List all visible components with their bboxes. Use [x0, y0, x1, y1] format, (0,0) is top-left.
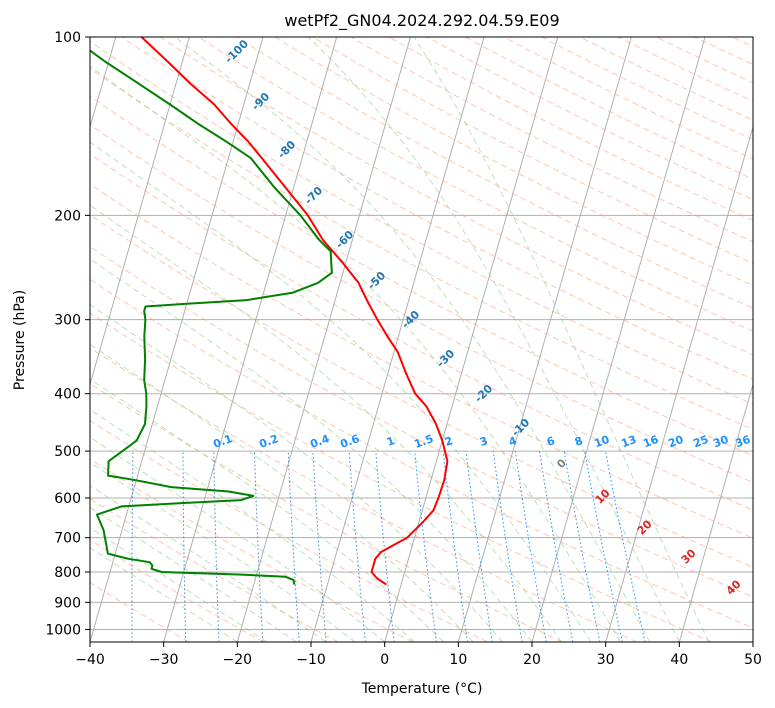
isotherm-line — [236, 37, 411, 642]
mixing-ratio-value-label: 20 — [666, 433, 685, 451]
mixing-ratio-value-label: 25 — [691, 433, 710, 450]
mixing-ratio-line — [442, 451, 468, 642]
y-tick-label: 400 — [54, 387, 81, 403]
dry-adiabat-line — [90, 246, 753, 598]
moist-adiabat-line — [90, 65, 621, 642]
mixing-ratio-value-label: 2 — [443, 434, 455, 449]
isotherm-line — [384, 37, 559, 642]
x-tick-label: −10 — [296, 652, 326, 668]
x-tick-label: 10 — [449, 652, 467, 668]
isotherm-line — [605, 125, 753, 642]
y-tick-label: 600 — [54, 491, 81, 507]
y-tick-label: 300 — [54, 313, 81, 329]
mixing-ratio-value-label: 1 — [385, 434, 397, 449]
axes: −40 −30 −20 −10 0 10 20 30 40 5010020030040050060… — [45, 30, 762, 668]
x-tick-label: 50 — [744, 652, 762, 668]
mixing-ratio-value-label: 36 — [733, 433, 752, 451]
dry-adiabat-line — [90, 278, 753, 629]
x-tick-label: −40 — [75, 652, 105, 668]
moist-adiabat-line — [90, 258, 533, 642]
mixing-ratio-line — [584, 451, 623, 642]
chart-title: wetPf2_GN04.2024.292.04.59.E09 — [284, 11, 559, 31]
y-axis-label: Pressure (hPa) — [12, 290, 28, 390]
x-tick-label: 20 — [523, 652, 541, 668]
dry-adiabat-line — [236, 37, 753, 309]
mixing-ratio-value-label: 13 — [619, 433, 638, 450]
moist-adiabat-line — [90, 485, 326, 642]
isotherm-line — [90, 37, 264, 642]
mixing-ratio-line — [465, 451, 493, 642]
moist-adiabat-line — [90, 343, 474, 642]
y-tick-label: 200 — [54, 208, 81, 224]
mixing-ratio-line — [348, 451, 366, 642]
dry-adiabat-line — [90, 40, 753, 405]
dry-adiabat-line — [90, 214, 753, 568]
dry-adiabat-line — [90, 420, 488, 642]
moist-adiabat-line — [307, 37, 680, 642]
isotherm-line — [678, 382, 753, 642]
plot-frame — [89, 36, 754, 643]
mixing-ratio-line — [563, 451, 601, 642]
x-tick-label: 30 — [597, 652, 615, 668]
dewpoint-profile-line — [90, 49, 333, 585]
moist-adiabat-line — [90, 527, 268, 642]
mixing-ratio-value-label: 16 — [641, 433, 660, 451]
y-tick-label: 900 — [54, 595, 81, 611]
x-axis-label: Temperature (°C) — [361, 681, 483, 697]
mixing-ratio-value-label: 0.6 — [338, 432, 361, 451]
dry-adiabat-line — [90, 183, 753, 539]
moist-adiabat-line — [90, 141, 592, 642]
moist-adiabat-line — [174, 37, 651, 642]
mixing-ratio-value-label: 1.5 — [412, 432, 435, 451]
mixing-ratio-value-label: 4 — [507, 434, 519, 449]
mixing-ratio-line — [375, 451, 395, 642]
dry-adiabat-line — [90, 347, 638, 642]
dry-adiabat-line — [90, 153, 753, 511]
background-lines — [90, 37, 753, 642]
moist-adiabat-line — [90, 547, 238, 642]
moist-adiabat-line — [90, 204, 562, 642]
y-tick-label: 100 — [54, 30, 81, 46]
mixing-ratio-line — [492, 451, 523, 642]
y-tick-label: 1000 — [45, 622, 81, 638]
mixing-ratio-value-label: 0.4 — [308, 432, 331, 451]
mixing-ratio-value-label: 8 — [573, 434, 585, 449]
dry-adiabat-line — [90, 312, 712, 642]
moist-adiabat-line — [413, 37, 710, 642]
y-tick-label: 500 — [54, 444, 81, 460]
mixing-ratio-value-label: 0.2 — [257, 432, 280, 451]
temperature-profile-line — [140, 37, 449, 586]
x-tick-label: −20 — [223, 652, 253, 668]
y-tick-label: 700 — [54, 531, 81, 547]
x-tick-label: −30 — [149, 652, 179, 668]
mixing-ratio-value-label: 6 — [545, 434, 557, 449]
isotherm-line — [531, 37, 706, 642]
mixing-ratio-value-label: 30 — [711, 433, 730, 451]
profile-lines — [90, 37, 449, 586]
y-tick-label: 800 — [54, 565, 81, 581]
dry-adiabat-line — [90, 124, 753, 483]
mixing-ratio-value-label: 10 — [592, 433, 611, 451]
moist-adiabat-line — [90, 378, 444, 642]
dry-adiabat-line — [90, 539, 264, 642]
moist-adiabat-line — [90, 461, 356, 642]
x-tick-label: 40 — [670, 652, 688, 668]
x-tick-label: 0 — [380, 652, 389, 668]
mixing-ratio-value-label: 0.1 — [211, 432, 234, 451]
mixing-ratio-line — [414, 451, 437, 642]
dry-adiabat-line — [121, 37, 753, 380]
dry-adiabat-line — [90, 582, 190, 642]
isotherm-line — [90, 37, 190, 387]
dry-adiabat-line — [198, 37, 753, 332]
isotherm-line — [310, 37, 485, 642]
isotherm-line — [163, 37, 338, 642]
isotherm-line — [457, 37, 632, 642]
mixing-ratio-value-label: 3 — [478, 434, 490, 449]
dry-adiabat-line — [90, 458, 414, 642]
mixing-ratio-line — [605, 451, 646, 642]
